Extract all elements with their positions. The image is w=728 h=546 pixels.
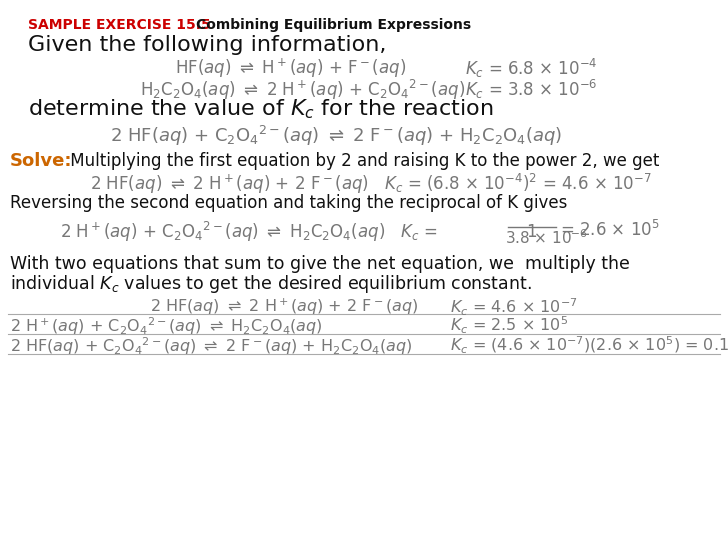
Text: = 2.6 × 10$^5$: = 2.6 × 10$^5$	[560, 220, 660, 240]
Text: With two equations that sum to give the net equation, we  multiply the: With two equations that sum to give the …	[10, 255, 630, 273]
Text: 2 HF($\it{aq}$) $\rightleftharpoons$ 2 H$^+$($\it{aq}$) + 2 F$^-$($\it{aq}$): 2 HF($\it{aq}$) $\rightleftharpoons$ 2 H…	[150, 297, 419, 317]
Text: 3.8 × 10$^{-6}$: 3.8 × 10$^{-6}$	[505, 228, 588, 247]
Text: individual $K_c$ values to get the desired equilibrium constant.: individual $K_c$ values to get the desir…	[10, 273, 532, 295]
Text: $K_c$ = 2.5 × 10$^5$: $K_c$ = 2.5 × 10$^5$	[450, 315, 569, 336]
Text: 2 H$^+$($\it{aq}$) + C$_2$O$_4$$^{2-}$($\it{aq}$) $\rightleftharpoons$ H$_2$C$_2: 2 H$^+$($\it{aq}$) + C$_2$O$_4$$^{2-}$($…	[60, 220, 440, 244]
Text: $K_c$ = (4.6 × 10$^{-7}$)(2.6 × 10$^5$) = 0.12: $K_c$ = (4.6 × 10$^{-7}$)(2.6 × 10$^5$) …	[450, 335, 728, 356]
Text: $K_c$ = 6.8 × 10$^{-4}$: $K_c$ = 6.8 × 10$^{-4}$	[465, 57, 598, 80]
Text: H$_2$C$_2$O$_4$($\it{aq}$) $\rightleftharpoons$ 2 H$^+$($\it{aq}$) + C$_2$O$_4$$: H$_2$C$_2$O$_4$($\it{aq}$) $\rightleftha…	[140, 78, 465, 102]
Text: 2 HF($\it{aq}$) $\rightleftharpoons$ 2 H$^+$($\it{aq}$) + 2 F$^-$($\it{aq}$)   $: 2 HF($\it{aq}$) $\rightleftharpoons$ 2 H…	[90, 172, 652, 196]
Text: 2 HF($\it{aq}$) + C$_2$O$_4$$^{2-}$($\it{aq}$) $\rightleftharpoons$ 2 F$^-$($\it: 2 HF($\it{aq}$) + C$_2$O$_4$$^{2-}$($\it…	[110, 124, 563, 148]
Text: 1: 1	[526, 223, 537, 241]
Text: Multiplying the first equation by 2 and raising K to the power 2, we get: Multiplying the first equation by 2 and …	[65, 152, 660, 170]
Text: determine the value of $K_c$ for the reaction: determine the value of $K_c$ for the rea…	[28, 97, 494, 121]
Text: 2 HF($\it{aq}$) + C$_2$O$_4$$^{2-}$($\it{aq}$) $\rightleftharpoons$ 2 F$^-$($\it: 2 HF($\it{aq}$) + C$_2$O$_4$$^{2-}$($\it…	[10, 335, 413, 357]
Text: SAMPLE EXERCISE 15.5: SAMPLE EXERCISE 15.5	[28, 18, 210, 32]
Text: $K_c$ = 4.6 × 10$^{-7}$: $K_c$ = 4.6 × 10$^{-7}$	[450, 297, 578, 318]
Text: Given the following information,: Given the following information,	[28, 35, 387, 55]
Text: 2 H$^+$($\it{aq}$) + C$_2$O$_4$$^{2-}$($\it{aq}$) $\rightleftharpoons$ H$_2$C$_2: 2 H$^+$($\it{aq}$) + C$_2$O$_4$$^{2-}$($…	[10, 315, 323, 337]
Text: Reversing the second equation and taking the reciprocal of K gives: Reversing the second equation and taking…	[10, 194, 567, 212]
Text: $K_c$ = 3.8 × 10$^{-6}$: $K_c$ = 3.8 × 10$^{-6}$	[465, 78, 598, 101]
Text: Combining Equilibrium Expressions: Combining Equilibrium Expressions	[196, 18, 471, 32]
Text: Solve:: Solve:	[10, 152, 73, 170]
Text: HF($\it{aq}$) $\rightleftharpoons$ H$^+$($\it{aq}$) + F$^-$($\it{aq}$): HF($\it{aq}$) $\rightleftharpoons$ H$^+$…	[175, 57, 406, 80]
